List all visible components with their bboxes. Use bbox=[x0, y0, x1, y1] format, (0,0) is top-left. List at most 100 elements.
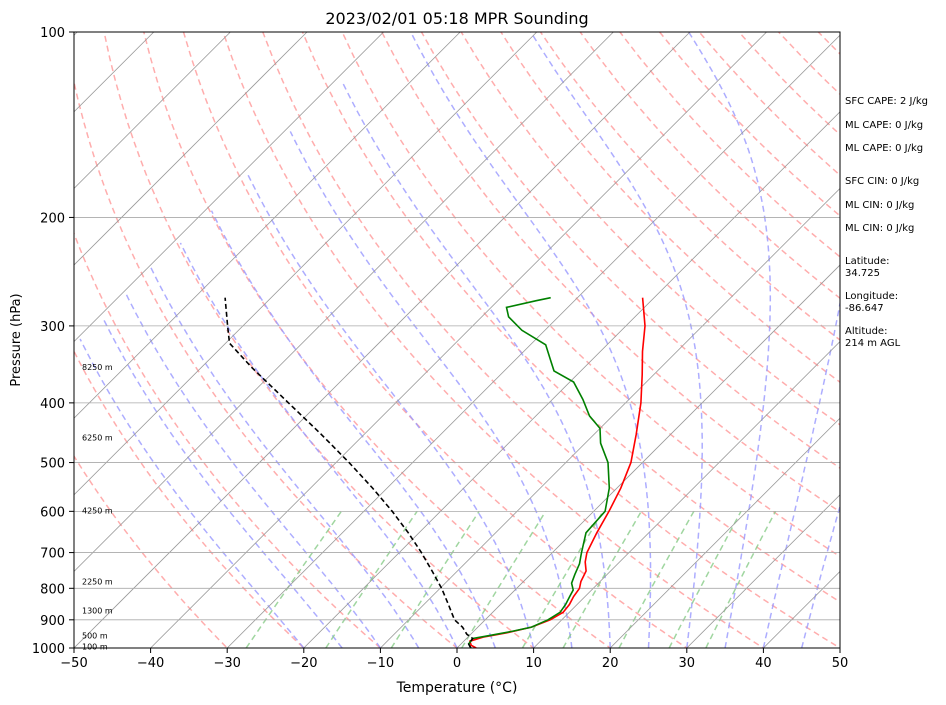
dry-adiabat-line bbox=[579, 32, 840, 300]
moist-adiabat-line bbox=[246, 173, 535, 648]
moist-adiabat-line bbox=[101, 316, 343, 648]
mixing-ratio-line bbox=[245, 510, 343, 648]
x-tick-label: −20 bbox=[290, 656, 317, 671]
sounding-stats: SFC CAPE: 2 J/kg ML CAPE: 0 J/kg ML CAPE: … bbox=[845, 96, 928, 349]
moist-adiabat-line bbox=[210, 210, 496, 648]
altitude-value: 214 m AGL bbox=[845, 338, 901, 349]
y-tick-label: 200 bbox=[40, 211, 65, 226]
y-tick-label: 700 bbox=[40, 547, 65, 562]
dry-adiabat-line bbox=[74, 349, 305, 648]
dry-adiabat-line bbox=[262, 32, 840, 648]
isotherm-line bbox=[74, 32, 691, 648]
isotherm-line bbox=[456, 264, 840, 648]
longitude-value: -86.647 bbox=[845, 303, 884, 314]
moist-adiabat-line bbox=[530, 32, 703, 648]
height-label: 6250 m bbox=[82, 433, 113, 442]
y-tick-label: 500 bbox=[40, 457, 65, 472]
dry-adiabat-line bbox=[143, 32, 612, 648]
isotherm-line bbox=[303, 111, 840, 648]
x-tick-label: 50 bbox=[832, 656, 849, 671]
profile-lines bbox=[224, 296, 646, 648]
dry-adiabat-line bbox=[301, 32, 840, 603]
moist-adiabat-line bbox=[289, 131, 573, 648]
sfc-cin-text: SFC CIN: 0 J/kg bbox=[845, 176, 919, 187]
altitude-label: Altitude: bbox=[845, 326, 887, 337]
isotherm-line bbox=[74, 32, 231, 189]
chart-title: 2023/02/01 05:18 MPR Sounding bbox=[325, 9, 588, 28]
ml-cin-text: ML CIN: 0 J/kg bbox=[845, 200, 914, 211]
isotherm-line bbox=[380, 187, 840, 648]
isotherm-line bbox=[150, 32, 767, 648]
isotherm-line bbox=[74, 32, 308, 266]
isotherm-line bbox=[74, 32, 614, 572]
y-tick-label: 900 bbox=[40, 614, 65, 629]
y-tick-label: 300 bbox=[40, 320, 65, 335]
x-tick-label: −50 bbox=[60, 656, 87, 671]
dry-adiabat-line bbox=[460, 32, 840, 426]
x-tick-label: −40 bbox=[137, 656, 164, 671]
moist-adiabat-line bbox=[410, 32, 652, 648]
isotherm-line bbox=[226, 34, 840, 648]
parcel-path-line bbox=[224, 297, 474, 648]
dewpoint-profile-line bbox=[467, 296, 611, 648]
dry-adiabat-line bbox=[74, 231, 382, 648]
x-tick-label: −10 bbox=[367, 656, 394, 671]
isotherm-line bbox=[686, 494, 840, 648]
moist-adiabat-line bbox=[762, 299, 840, 648]
moist-adiabat-line bbox=[179, 242, 458, 648]
isotherm-line bbox=[533, 341, 840, 648]
dry-adiabat-line bbox=[74, 79, 459, 648]
isotherm-line bbox=[609, 417, 840, 648]
x-tick-label: −30 bbox=[213, 656, 240, 671]
mixing-ratio-line bbox=[668, 510, 742, 648]
x-tick-label: 10 bbox=[525, 656, 542, 671]
sfc-cape-text: SFC CAPE: 2 J/kg bbox=[845, 96, 928, 107]
isotherm-line bbox=[74, 32, 384, 343]
height-label: 4250 m bbox=[82, 506, 113, 515]
y-axis-label: Pressure (hPa) bbox=[9, 293, 24, 386]
x-tick-label: 0 bbox=[453, 656, 461, 671]
x-tick-label: 30 bbox=[679, 656, 696, 671]
ml-cin-text: ML CIN: 0 J/kg bbox=[845, 223, 914, 234]
latitude-value: 34.725 bbox=[845, 268, 880, 279]
isotherm-line bbox=[74, 32, 461, 419]
x-tick-label: 40 bbox=[755, 656, 772, 671]
height-label: 8250 m bbox=[82, 363, 113, 372]
dry-adiabat-line bbox=[222, 32, 765, 648]
background-lines bbox=[0, 32, 840, 648]
height-label: 2250 m bbox=[82, 578, 113, 587]
height-labels: 8250 m 6250 m 4250 m 2250 m 1300 m 500 m 100 m bbox=[82, 363, 113, 652]
y-tick-label: 1000 bbox=[32, 642, 65, 657]
height-label: 1300 m bbox=[82, 607, 113, 616]
dry-adiabat-line bbox=[420, 32, 840, 470]
height-label: 500 m bbox=[82, 632, 108, 641]
x-axis-label: Temperature (°C) bbox=[396, 680, 518, 696]
dry-adiabat-line bbox=[182, 32, 689, 648]
moist-adiabat-line bbox=[800, 503, 840, 648]
moist-adiabat-line bbox=[149, 265, 420, 648]
moist-adiabat-line bbox=[341, 80, 611, 648]
mixing-ratio-line bbox=[562, 510, 642, 648]
y-tick-label: 600 bbox=[40, 505, 65, 520]
dry-adiabat-line bbox=[381, 32, 840, 513]
ml-cape-text: ML CAPE: 0 J/kg bbox=[845, 120, 923, 131]
plot-frame bbox=[73, 31, 841, 649]
latitude-label: Latitude: bbox=[845, 256, 890, 267]
height-label: 100 m bbox=[82, 643, 108, 652]
x-tick-label: 20 bbox=[602, 656, 619, 671]
y-tick-label: 100 bbox=[40, 26, 65, 41]
temperature-profile-line bbox=[468, 297, 646, 648]
mixing-ratio-line bbox=[461, 510, 547, 648]
dry-adiabat-line bbox=[74, 454, 229, 648]
moist-adiabat-line bbox=[688, 32, 772, 648]
moist-adiabat-line bbox=[79, 338, 305, 648]
mixing-ratio-line bbox=[705, 510, 777, 648]
ml-cape-text: ML CAPE: 0 J/kg bbox=[845, 143, 923, 154]
moist-adiabat-line bbox=[124, 292, 382, 648]
axis-ticks: −50 −40 −30 −20 −10 0 10 20 30 40 50 100 200 300 400 50… bbox=[32, 26, 848, 671]
y-tick-label: 400 bbox=[40, 397, 65, 412]
isotherm-line bbox=[0, 32, 1, 648]
y-tick-label: 800 bbox=[40, 582, 65, 597]
mixing-ratio-line bbox=[521, 510, 604, 648]
